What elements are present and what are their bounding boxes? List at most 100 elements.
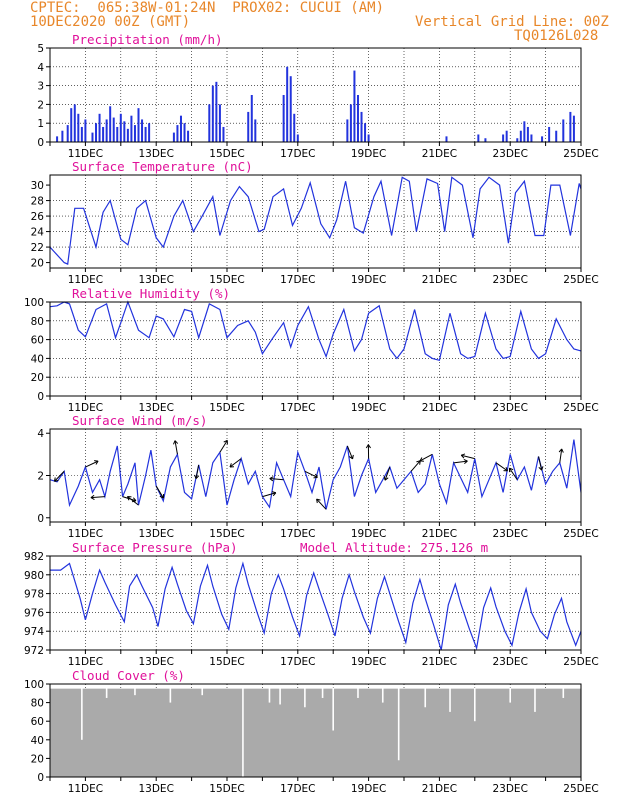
x-tick-label: 11DEC — [68, 656, 103, 668]
x-tick-label: 21DEC — [422, 274, 457, 286]
precip-bar — [137, 108, 140, 142]
precip-bar — [364, 123, 367, 142]
wind-arrow-head — [271, 491, 277, 497]
precip-bar — [176, 125, 179, 142]
precip-bar — [66, 125, 69, 142]
x-tick-label: 11DEC — [68, 528, 103, 540]
series-line — [49, 300, 582, 362]
x-tick-label: 17DEC — [280, 274, 315, 286]
panel-frame — [49, 683, 582, 778]
wind-arrow — [90, 496, 105, 499]
wind-arrow-head — [503, 466, 508, 472]
precip-bar — [112, 117, 115, 142]
wind-arrow — [304, 470, 318, 478]
cloud-cover-area — [50, 688, 581, 777]
cloud-cover-dip — [268, 687, 271, 703]
precip-bar — [61, 130, 64, 142]
wind-arrow-head — [53, 477, 59, 482]
x-tick-label: 15DEC — [209, 402, 244, 414]
wind-arrow — [419, 453, 433, 462]
y-tick-label: 972 — [24, 645, 44, 657]
x-tick-label: 17DEC — [280, 528, 315, 540]
y-tick-label: 28 — [31, 196, 44, 208]
panel-title: Cloud Cover (%) — [72, 668, 185, 683]
cloud-cover-dip — [304, 687, 306, 708]
wind-arrow — [174, 440, 178, 455]
x-tick-label: 15DEC — [209, 656, 244, 668]
precip-bar — [360, 111, 363, 142]
x-tick-label: 23DEC — [492, 656, 527, 668]
cloud-cover-dip — [449, 687, 451, 712]
precip-bar — [102, 126, 105, 142]
precip-bar — [505, 130, 508, 142]
y-tick-label: 974 — [24, 626, 44, 638]
precip-bar — [133, 125, 136, 142]
cloud-cover-dip — [279, 687, 281, 705]
x-tick-label: 23DEC — [492, 783, 527, 795]
x-tick-label: 19DEC — [351, 783, 386, 795]
wind-arrow-head — [269, 476, 274, 482]
wind-arrow — [346, 445, 354, 460]
x-tick-label: 21DEC — [422, 528, 457, 540]
precip-bar — [141, 119, 144, 142]
wind-arrow — [229, 458, 242, 468]
y-tick-label: 26 — [31, 211, 45, 223]
header-model-id: TQ0126L028 — [514, 28, 599, 44]
precip-bar — [123, 121, 126, 142]
precip-bar — [73, 104, 76, 142]
wind-arrow-head — [90, 494, 95, 500]
x-tick-label: 13DEC — [138, 148, 173, 160]
precip-bar — [526, 126, 529, 142]
wind-arrow — [54, 470, 65, 482]
precip-bar — [98, 113, 101, 142]
y-tick-label: 3 — [37, 81, 44, 93]
precip-bar — [296, 134, 299, 142]
wind-arrow — [509, 467, 518, 481]
precip-bar — [187, 130, 190, 142]
wind-arrow — [85, 460, 99, 468]
x-tick-label: 21DEC — [422, 402, 457, 414]
cloud-cover-dip — [321, 687, 324, 698]
wind-arrow-head — [463, 458, 468, 465]
precip-bar — [126, 128, 129, 142]
y-tick-label: 100 — [24, 679, 44, 691]
precip-bar — [109, 106, 112, 142]
wind-arrow — [495, 462, 508, 472]
x-tick-label: 25DEC — [563, 783, 598, 795]
precip-bar — [183, 123, 186, 142]
x-tick-label: 21DEC — [422, 148, 457, 160]
precip-bar — [222, 126, 225, 142]
precip-bar — [282, 95, 285, 142]
x-tick-label: 15DEC — [209, 783, 244, 795]
precip-bar — [516, 138, 519, 142]
wind-arrow — [538, 456, 543, 471]
panel-title: Relative Humidity (%) — [72, 286, 230, 301]
precip-bar — [91, 132, 94, 142]
wind-arrow-head — [173, 440, 179, 445]
wind-arrow — [316, 498, 327, 510]
precip-bar — [541, 136, 544, 142]
panel-6: 0 20 40 60 80 100 11DEC 13DEC 15DEC 17DEC 19DEC 21D… — [24, 668, 599, 795]
panel-frame — [49, 174, 582, 269]
x-tick-label: 19DEC — [351, 402, 386, 414]
y-tick-label: 80 — [31, 698, 44, 710]
wind-arrow-head — [508, 467, 514, 473]
cloud-cover-dip — [534, 687, 536, 712]
y-tick-label: 980 — [24, 570, 44, 582]
precip-bar — [286, 66, 289, 142]
precip-bar — [445, 136, 448, 142]
y-tick-label: 20 — [31, 258, 44, 270]
y-tick-label: 100 — [24, 297, 44, 309]
wind-arrow — [461, 454, 475, 460]
wind-arrow-head — [316, 498, 321, 504]
cloud-cover-dip — [424, 687, 427, 708]
precip-bar — [105, 119, 108, 142]
y-tick-label: 0 — [37, 137, 44, 149]
cloud-cover-dip — [562, 687, 565, 698]
wind-arrow-head — [558, 448, 564, 453]
precip-bar — [356, 95, 359, 142]
x-tick-label: 21DEC — [422, 656, 457, 668]
cloud-cover-dip — [509, 687, 511, 703]
x-tick-label: 25DEC — [563, 402, 598, 414]
header-grid-note: Vertical Grid Line: 00Z — [415, 14, 609, 30]
